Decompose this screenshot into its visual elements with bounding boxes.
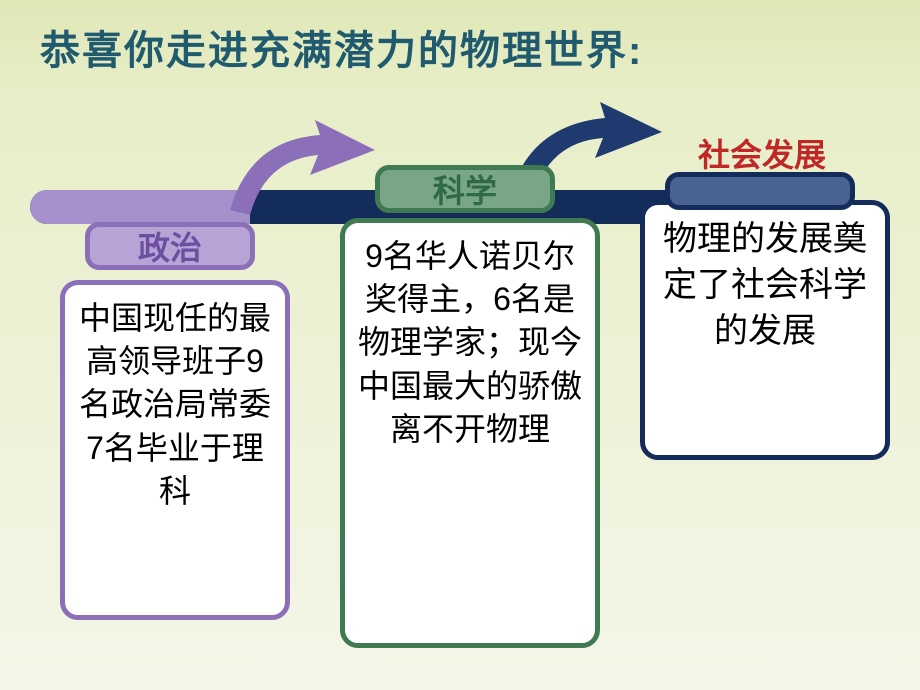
card-politics-body: 中国现任的最高领导班子9名政治局常委7名毕业于理科 bbox=[75, 297, 275, 513]
card-social: 物理的发展奠定了社会科学的发展 bbox=[640, 200, 890, 460]
arrow-1-path bbox=[230, 120, 375, 215]
card-politics: 中国现任的最高领导班子9名政治局常委7名毕业于理科 bbox=[60, 280, 290, 620]
page-title: 恭喜你走进充满潜力的物理世界: bbox=[40, 18, 643, 76]
tab-science-label: 科学 bbox=[433, 166, 497, 212]
tab-science: 科学 bbox=[375, 165, 555, 213]
card-science: 9名华人诺贝尔 奖得主，6名是物理学家；现今中国最大的骄傲离不开物理 bbox=[340, 218, 600, 648]
card-social-body: 物理的发展奠定了社会科学的发展 bbox=[655, 217, 875, 355]
tab-politics-label: 政治 bbox=[138, 223, 202, 269]
tab-politics: 政治 bbox=[85, 222, 255, 270]
card-science-body: 9名华人诺贝尔 奖得主，6名是物理学家；现今中国最大的骄傲离不开物理 bbox=[355, 235, 585, 451]
tab-social bbox=[665, 172, 855, 210]
label-social: 社会发展 bbox=[698, 130, 826, 176]
